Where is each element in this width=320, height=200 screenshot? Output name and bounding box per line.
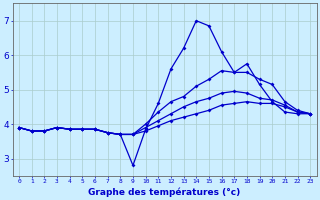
X-axis label: Graphe des températures (°c): Graphe des températures (°c) <box>89 187 241 197</box>
